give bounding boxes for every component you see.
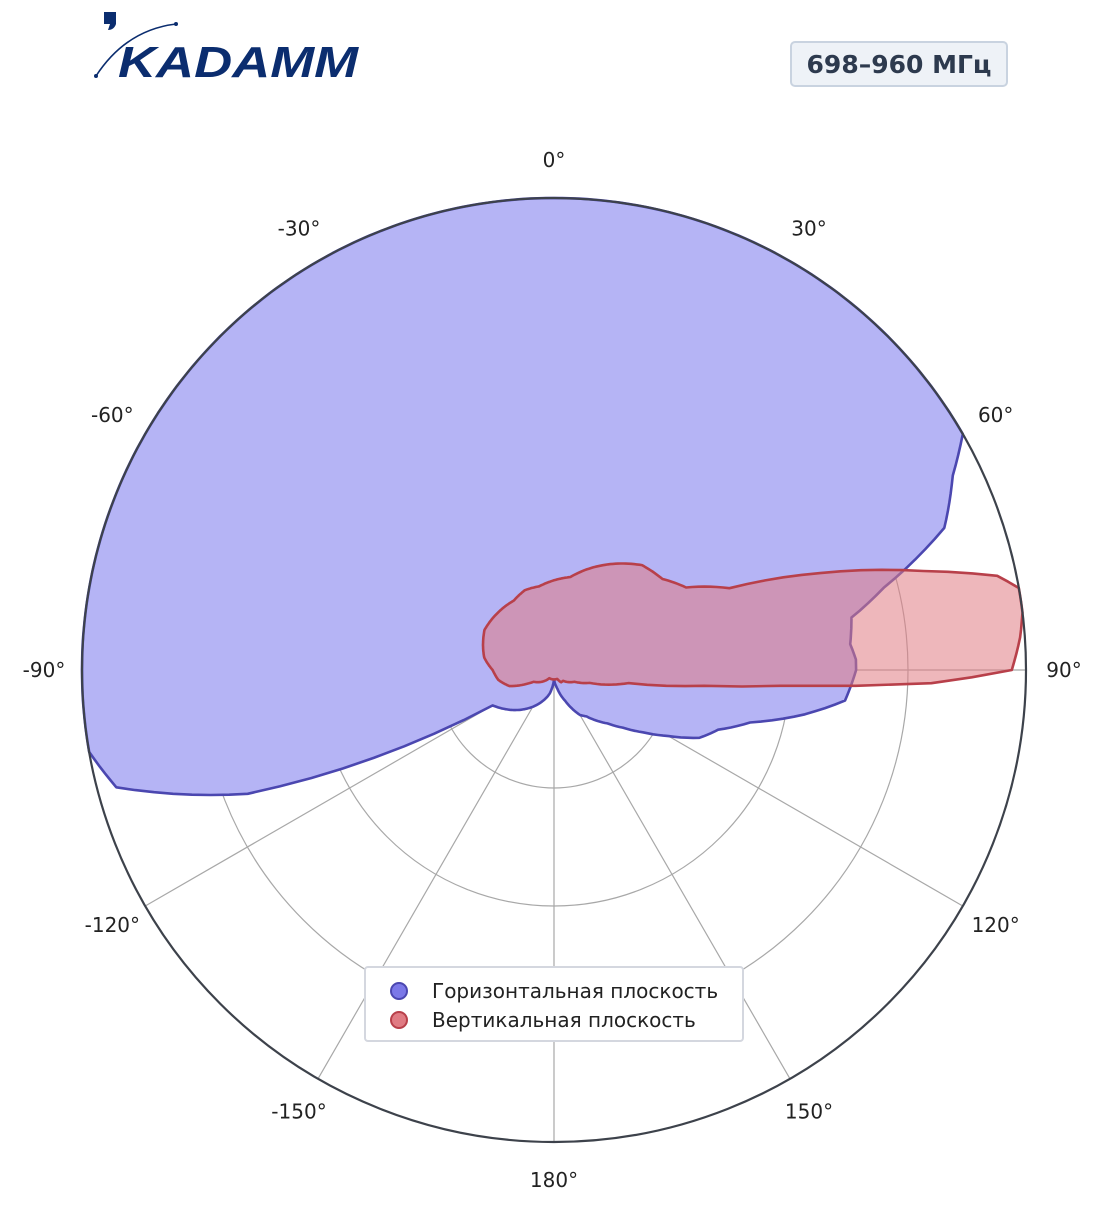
angle-tick-label: 120° (972, 913, 1020, 937)
angle-tick-label: -60° (91, 403, 134, 427)
angle-tick-label: -30° (278, 216, 321, 240)
angle-tick-label: 180° (530, 1168, 578, 1192)
legend-marker-horizontal (390, 981, 408, 1000)
legend-marker-vertical (390, 1010, 408, 1029)
angular-gridline-7 (317, 669, 555, 1080)
series-layer (80, 196, 1024, 797)
logo-swoosh (95, 23, 177, 77)
angle-tick-label: -120° (85, 913, 140, 937)
legend: Горизонтальная плоскость Вертикальная пл… (364, 966, 744, 1042)
legend-label-vertical: Вертикальная плоскость (432, 1007, 696, 1032)
series-1-area (481, 562, 1024, 688)
angle-tick-label: 30° (791, 216, 826, 240)
angle-tick-label: -90° (23, 658, 66, 682)
legend-item-vertical: Вертикальная плоскость (390, 1005, 742, 1034)
angle-tick-label: 90° (1046, 658, 1081, 682)
logo-text: KADAMM (118, 38, 360, 87)
angle-tick-label: 150° (785, 1100, 833, 1124)
angle-tick-label: 60° (978, 403, 1013, 427)
angle-tick-label: 0° (543, 148, 566, 172)
angle-tick-labels: 0° 30° 60° 90° 120° 150° 180° -150° -120° -90° -60… (23, 148, 1082, 1192)
polar-frame (80, 196, 1028, 1144)
kadamm-logo: KADAMM (94, 12, 360, 87)
logo-mark (104, 12, 116, 30)
legend-item-horizontal: Горизонтальная плоскость (390, 976, 742, 1005)
frequency-band-badge: 698–960 МГц (790, 41, 1008, 87)
angle-tick-label: -150° (271, 1100, 326, 1124)
legend-label-horizontal: Горизонтальная плоскость (432, 978, 719, 1003)
angular-gridline-5 (553, 669, 791, 1080)
